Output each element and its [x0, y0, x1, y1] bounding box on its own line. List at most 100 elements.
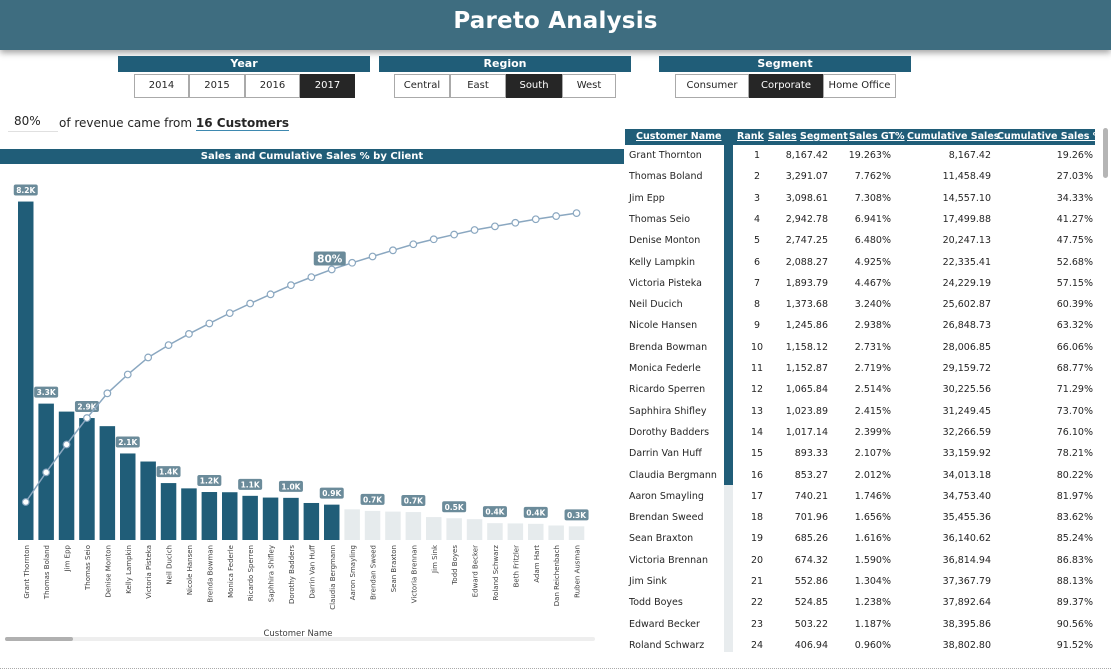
- table-row[interactable]: Neil Ducich 8 1,373.68 3.240% 25,602.87 60.39…: [625, 294, 1095, 315]
- col-header-cumulative-sales-pct[interactable]: Cumulative Sales %: [997, 131, 1095, 142]
- chart-bar[interactable]: [548, 525, 564, 540]
- cumulative-point[interactable]: [389, 246, 397, 255]
- chart-bar[interactable]: [160, 483, 177, 540]
- table-row[interactable]: Aaron Smayling 17 740.21 1.746% 34,753.40 81.…: [625, 486, 1095, 507]
- chart-bar[interactable]: [466, 519, 483, 540]
- chart-bar[interactable]: [528, 523, 544, 540]
- cumulative-point[interactable]: [531, 215, 540, 224]
- table-row[interactable]: Saphhira Shifley 13 1,023.89 2.415% 31,249.4…: [625, 401, 1095, 422]
- col-header-cumulative-sales[interactable]: Cumulative Sales: [907, 131, 1000, 142]
- chart-bar[interactable]: [222, 492, 238, 540]
- year-option-2017[interactable]: 2017: [300, 74, 355, 98]
- cumulative-point[interactable]: [287, 281, 295, 290]
- year-option-2015[interactable]: 2015: [189, 74, 245, 98]
- table-row[interactable]: Edward Becker 23 503.22 1.187% 38,395.86 90.5…: [625, 614, 1095, 635]
- cumulative-point[interactable]: [491, 222, 499, 231]
- table-row[interactable]: Monica Federle 11 1,152.87 2.719% 29,159.72 6…: [625, 358, 1095, 379]
- region-option-south[interactable]: South: [506, 74, 562, 98]
- table-row[interactable]: Thomas Boland 2 3,291.07 7.762% 11,458.49 27.…: [625, 166, 1095, 187]
- cumulative-point[interactable]: [83, 414, 91, 422]
- chart-bar[interactable]: [344, 509, 360, 540]
- col-header-rank[interactable]: Rank: [737, 131, 764, 142]
- segment-option-corporate[interactable]: Corporate: [749, 74, 823, 98]
- table-row[interactable]: Thomas Seio 4 2,942.78 6.941% 17,499.88 41.27…: [625, 209, 1095, 230]
- col-header-sales[interactable]: Sales: [768, 131, 797, 142]
- table-row[interactable]: Darrin Van Huff 15 893.33 2.107% 33,159.92 78…: [625, 443, 1095, 464]
- cumulative-point[interactable]: [21, 498, 30, 506]
- chart-bar[interactable]: [201, 492, 218, 540]
- table-row[interactable]: Victoria Brennan 20 674.32 1.590% 36,814.94 8…: [625, 550, 1095, 571]
- cumulative-point[interactable]: [511, 218, 520, 227]
- chart-bar[interactable]: [58, 411, 75, 540]
- table-row[interactable]: Todd Boyes 22 524.85 1.238% 37,892.64 89.37%: [625, 592, 1095, 613]
- chart-bar[interactable]: [120, 453, 136, 540]
- chart-bar[interactable]: [507, 523, 524, 540]
- table-row[interactable]: Roland Schwarz 24 406.94 0.960% 38,802.80 91.…: [625, 635, 1095, 652]
- segment-option-consumer[interactable]: Consumer: [675, 74, 749, 98]
- chart-bar[interactable]: [446, 518, 462, 540]
- table-row[interactable]: Claudia Bergmann 16 853.27 2.012% 34,013.18 8…: [625, 465, 1095, 486]
- table-scrollbar-thumb[interactable]: [1103, 128, 1108, 178]
- cumulative-point[interactable]: [42, 468, 51, 477]
- table-row[interactable]: Brenda Bowman 10 1,158.12 2.731% 28,006.85 66…: [625, 337, 1095, 358]
- chart-bar[interactable]: [426, 517, 442, 540]
- cumulative-point[interactable]: [409, 240, 418, 249]
- chart-bar[interactable]: [181, 488, 197, 540]
- chart-bar[interactable]: [242, 495, 258, 540]
- year-option-2014[interactable]: 2014: [134, 74, 189, 98]
- col-header-customer-name[interactable]: Customer Name: [636, 131, 722, 142]
- chart-bar[interactable]: [364, 510, 381, 540]
- cumulative-point[interactable]: [450, 230, 459, 239]
- chart-bar[interactable]: [405, 512, 422, 540]
- table-row[interactable]: Brendan Sweed 18 701.96 1.656% 35,455.36 83.6…: [625, 507, 1095, 528]
- region-option-east[interactable]: East: [450, 74, 506, 98]
- chart-bar[interactable]: [385, 511, 401, 540]
- chart-bar[interactable]: [487, 523, 503, 540]
- table-row[interactable]: Nicole Hansen 9 1,245.86 2.938% 26,848.73 63.…: [625, 315, 1095, 336]
- cumulative-point[interactable]: [62, 440, 71, 449]
- cumulative-point[interactable]: [572, 209, 581, 218]
- table-row[interactable]: Jim Sink 21 552.86 1.304% 37,367.79 88.13%: [625, 571, 1095, 592]
- cumulative-point[interactable]: [368, 252, 377, 261]
- cumulative-point[interactable]: [429, 235, 438, 244]
- cumulative-point[interactable]: [123, 370, 132, 379]
- col-header-sales-gt[interactable]: Sales GT%: [849, 131, 905, 142]
- chart-scrollbar-thumb[interactable]: [5, 637, 73, 641]
- chart-horizontal-scrollbar[interactable]: [5, 637, 595, 641]
- table-row[interactable]: Grant Thornton 1 8,167.42 19.263% 8,167.42 19…: [625, 145, 1095, 166]
- chart-bar[interactable]: [140, 461, 156, 540]
- cumulative-point[interactable]: [470, 226, 479, 234]
- table-row[interactable]: Ricardo Sperren 12 1,065.84 2.514% 30,225.56…: [625, 379, 1095, 400]
- cumulative-point[interactable]: [246, 299, 255, 308]
- col-header-segment[interactable]: Segment: [800, 131, 848, 142]
- year-option-2016[interactable]: 2016: [245, 74, 300, 98]
- cumulative-point[interactable]: [327, 265, 336, 274]
- cumulative-point[interactable]: [307, 273, 316, 282]
- cumulative-point[interactable]: [144, 353, 153, 362]
- cumulative-point[interactable]: [164, 341, 173, 350]
- cumulative-point[interactable]: [225, 309, 234, 318]
- chart-bar[interactable]: [262, 497, 279, 540]
- cumulative-point[interactable]: [348, 258, 357, 267]
- table-row[interactable]: Victoria Pisteka 7 1,893.79 4.467% 24,229.19…: [625, 273, 1095, 294]
- table-row[interactable]: Dorothy Badders 14 1,017.14 2.399% 32,266.59…: [625, 422, 1095, 443]
- cumulative-point[interactable]: [266, 290, 275, 299]
- chart-bar[interactable]: [303, 502, 320, 540]
- table-row[interactable]: Kelly Lampkin 6 2,088.27 4.925% 22,335.41 52.…: [625, 252, 1095, 273]
- chart-bar[interactable]: [283, 497, 299, 540]
- chart-bar[interactable]: [324, 504, 340, 540]
- cumulative-point[interactable]: [185, 330, 193, 338]
- cumulative-point[interactable]: [552, 212, 561, 220]
- cumulative-point[interactable]: [205, 319, 214, 328]
- table-row[interactable]: Denise Monton 5 2,747.25 6.480% 20,247.13 47.…: [625, 230, 1095, 251]
- region-option-central[interactable]: Central: [394, 74, 450, 98]
- cumulative-point[interactable]: [103, 389, 112, 398]
- threshold-input[interactable]: [8, 111, 58, 132]
- chart-bar[interactable]: [79, 418, 95, 540]
- segment-option-home-office[interactable]: Home Office: [823, 74, 896, 98]
- table-row[interactable]: Sean Braxton 19 685.26 1.616% 36,140.62 85.24…: [625, 528, 1095, 549]
- chart-bar[interactable]: [18, 201, 34, 540]
- region-option-west[interactable]: West: [562, 74, 616, 98]
- table-vertical-scrollbar[interactable]: [1103, 128, 1108, 652]
- chart-bar[interactable]: [99, 426, 116, 540]
